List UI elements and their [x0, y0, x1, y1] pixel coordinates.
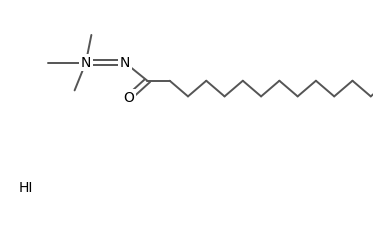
Text: N: N	[120, 56, 130, 70]
Text: O: O	[123, 91, 134, 105]
Text: N: N	[81, 56, 91, 70]
Text: HI: HI	[19, 181, 33, 195]
